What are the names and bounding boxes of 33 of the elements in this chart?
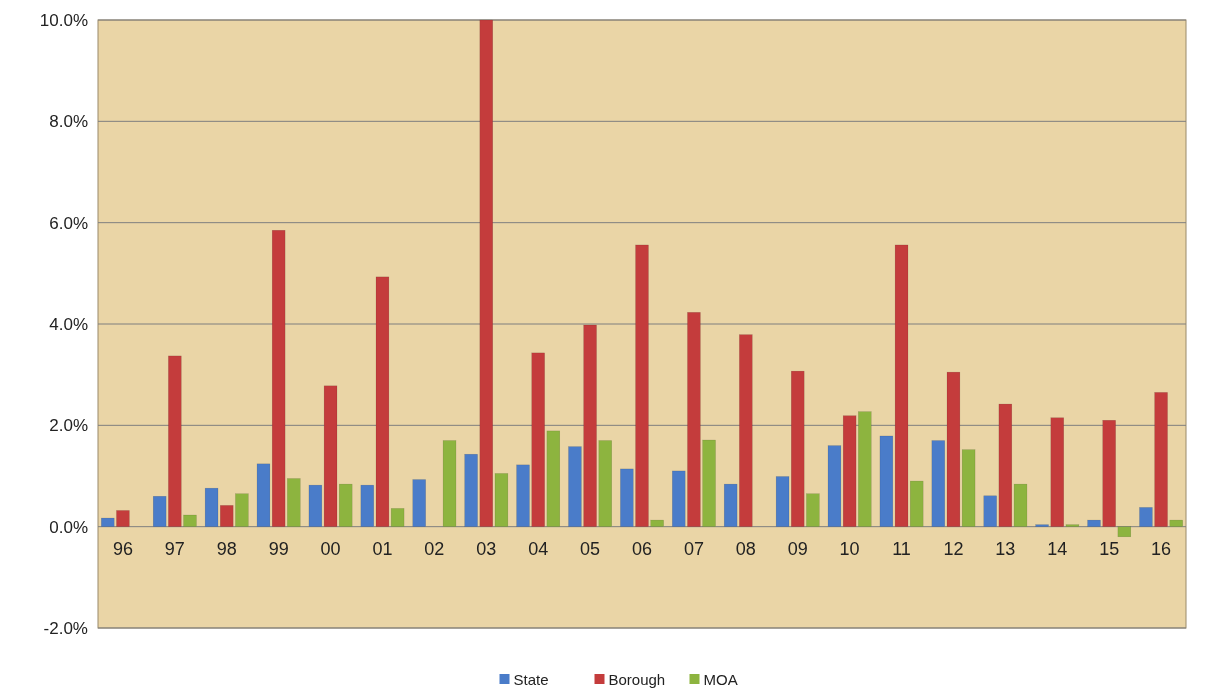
x-tick-label: 97 xyxy=(164,538,185,559)
bar xyxy=(412,479,426,527)
x-tick-label: 02 xyxy=(424,538,445,559)
x-tick-label: 00 xyxy=(320,538,341,559)
x-tick-label: 15 xyxy=(1099,538,1120,559)
bar xyxy=(442,440,457,527)
y-tick-label: 0.0% xyxy=(49,517,88,537)
x-tick-label: 11 xyxy=(892,538,911,559)
legend-label: State xyxy=(513,671,549,689)
y-tick-label: 10.0% xyxy=(39,10,88,30)
x-tick-label: 98 xyxy=(216,538,237,559)
x-tick-label: 06 xyxy=(631,538,653,559)
x-tick-label: 01 xyxy=(372,538,393,559)
legend-label: Borough xyxy=(608,671,666,689)
x-tick-label: 10 xyxy=(839,538,860,559)
x-tick-label: 13 xyxy=(995,538,1016,559)
x-tick-label: 05 xyxy=(580,538,601,559)
x-tick-label: 12 xyxy=(943,538,964,559)
y-tick-label: 2.0% xyxy=(49,416,88,436)
x-tick-label: 04 xyxy=(528,538,549,559)
x-tick-label: 08 xyxy=(735,538,756,559)
x-tick-label: 16 xyxy=(1151,538,1172,559)
y-tick-label: 4.0% xyxy=(49,314,88,334)
x-tick-label: 03 xyxy=(476,538,497,559)
x-tick-label: 14 xyxy=(1047,538,1068,559)
x-tick-label: 07 xyxy=(683,538,704,559)
y-tick-label: -2.0% xyxy=(43,618,88,638)
legend-label: MOA xyxy=(703,671,738,689)
y-tick-label: 8.0% xyxy=(49,112,88,132)
y-tick-label: 6.0% xyxy=(49,213,88,233)
x-tick-label: 96 xyxy=(112,538,133,559)
x-tick-label: 09 xyxy=(787,538,808,559)
x-tick-label: 99 xyxy=(268,538,289,559)
